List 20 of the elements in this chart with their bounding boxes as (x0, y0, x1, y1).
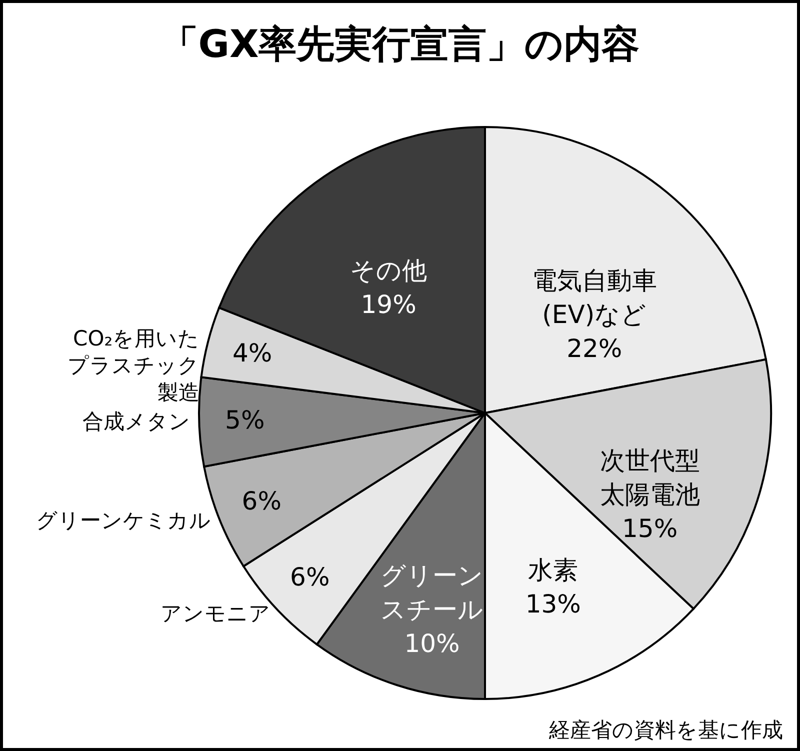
text: 経産省の資料を基に作成 (548, 718, 783, 742)
data-label: 22% (566, 334, 622, 363)
slice-label: 合成メタン (82, 409, 191, 434)
slice-label: 次世代型太陽電池 (600, 446, 700, 509)
data-label: 4% (232, 338, 272, 368)
chart-title: 「GX率先実行宣言」の内容 (160, 22, 640, 66)
slice-label: グリーンケミカル (36, 508, 212, 532)
slice-label: 電気自動車(EV)など (532, 266, 657, 329)
data-label: 6% (290, 562, 330, 592)
slice-label: CO₂を用いたプラスチック製造 (68, 326, 200, 405)
data-label: 10% (404, 629, 460, 658)
slice-label: グリーンスチール (380, 561, 484, 624)
data-label: 5% (225, 406, 265, 435)
data-label: 15% (622, 514, 678, 543)
data-label: 19% (360, 290, 416, 320)
data-label: 6% (242, 486, 282, 516)
slice-label: アンモニア (160, 602, 270, 626)
data-label: 13% (525, 589, 581, 618)
slice-label: 水素 (528, 555, 578, 584)
slice-label: その他 (350, 256, 428, 286)
